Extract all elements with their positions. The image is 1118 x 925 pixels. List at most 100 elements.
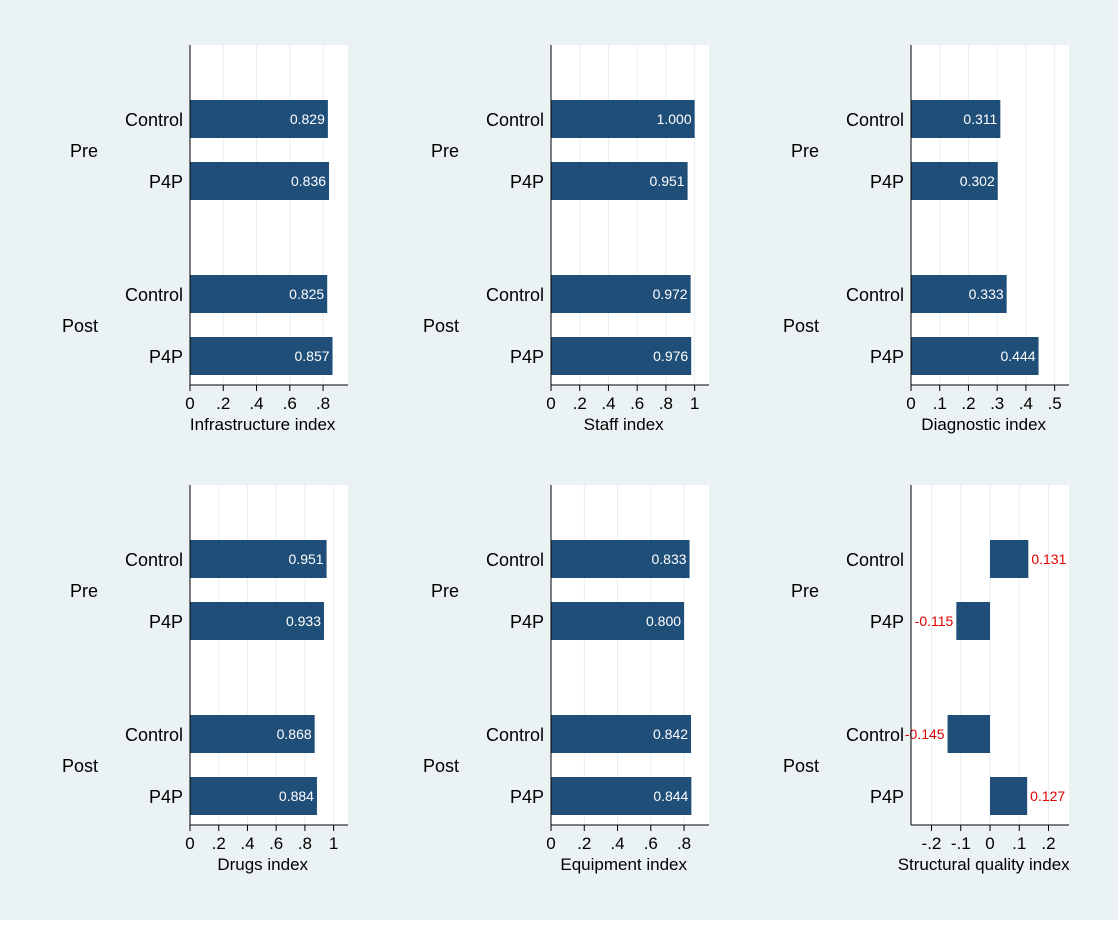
x-tick-label: .1 bbox=[1012, 834, 1026, 853]
data-label: 0.951 bbox=[289, 551, 324, 567]
data-label: 0.825 bbox=[289, 286, 324, 302]
bar-pre-p4p bbox=[551, 602, 685, 640]
bar-pre-control bbox=[190, 540, 327, 578]
category-label: P4P bbox=[510, 612, 544, 632]
group-label: Post bbox=[62, 756, 98, 776]
plot-area bbox=[551, 45, 709, 385]
data-label: 0.844 bbox=[653, 788, 688, 804]
data-label: 0.836 bbox=[291, 173, 326, 189]
category-label: Control bbox=[486, 285, 544, 305]
x-tick-label: .2 bbox=[212, 834, 226, 853]
x-axis-title: Drugs index bbox=[217, 855, 308, 874]
bar-pre-p4p bbox=[956, 602, 990, 640]
group-label: Post bbox=[62, 316, 98, 336]
category-label: P4P bbox=[149, 172, 183, 192]
x-tick-label: 1 bbox=[690, 394, 699, 413]
category-label: Control bbox=[486, 110, 544, 130]
x-tick-label: .6 bbox=[644, 834, 658, 853]
data-label: 0.951 bbox=[650, 173, 685, 189]
x-tick-label: .6 bbox=[630, 394, 644, 413]
x-axis-title: Infrastructure index bbox=[190, 415, 336, 434]
bar-post-p4p bbox=[551, 777, 692, 815]
category-label: Control bbox=[125, 550, 183, 570]
bar-post-p4p bbox=[551, 337, 692, 375]
category-label: Control bbox=[125, 725, 183, 745]
x-tick-label: .4 bbox=[601, 394, 615, 413]
x-tick-label: .2 bbox=[577, 834, 591, 853]
x-axis-title: Structural quality index bbox=[898, 855, 1070, 874]
data-label: 0.131 bbox=[1031, 551, 1066, 567]
group-label: Pre bbox=[431, 141, 459, 161]
x-tick-label: .4 bbox=[610, 834, 624, 853]
x-tick-label: .8 bbox=[659, 394, 673, 413]
data-label: -0.115 bbox=[915, 613, 954, 629]
category-label: P4P bbox=[870, 172, 904, 192]
category-label: Control bbox=[846, 285, 904, 305]
data-label: 1.000 bbox=[657, 111, 692, 127]
bar-post-control bbox=[190, 715, 315, 753]
category-label: P4P bbox=[510, 172, 544, 192]
group-label: Post bbox=[423, 316, 459, 336]
data-label: 0.127 bbox=[1030, 788, 1065, 804]
plot-area bbox=[911, 45, 1069, 385]
category-label: P4P bbox=[510, 787, 544, 807]
bar-post-control bbox=[947, 715, 990, 753]
x-tick-label: .4 bbox=[1019, 394, 1033, 413]
category-label: Control bbox=[846, 550, 904, 570]
category-label: Control bbox=[125, 110, 183, 130]
bar-pre-p4p bbox=[190, 162, 330, 200]
bar-post-control bbox=[190, 275, 328, 313]
bar-pre-p4p bbox=[190, 602, 325, 640]
x-tick-label: .2 bbox=[1041, 834, 1055, 853]
x-tick-label: -.1 bbox=[951, 834, 971, 853]
data-label: 0.302 bbox=[960, 173, 995, 189]
plot-area bbox=[551, 485, 709, 825]
category-label: Control bbox=[486, 550, 544, 570]
x-tick-label: 0 bbox=[906, 394, 915, 413]
data-label: 0.972 bbox=[653, 286, 688, 302]
x-tick-label: .5 bbox=[1048, 394, 1062, 413]
data-label: 0.842 bbox=[653, 726, 688, 742]
bar-pre-control bbox=[551, 540, 690, 578]
data-label: 0.800 bbox=[646, 613, 681, 629]
x-tick-label: .4 bbox=[240, 834, 254, 853]
data-label: 0.333 bbox=[969, 286, 1004, 302]
data-label: 0.833 bbox=[651, 551, 686, 567]
x-tick-label: .8 bbox=[298, 834, 312, 853]
category-label: Control bbox=[486, 725, 544, 745]
data-label: 0.444 bbox=[1001, 348, 1036, 364]
group-label: Pre bbox=[791, 581, 819, 601]
group-label: Pre bbox=[431, 581, 459, 601]
x-axis-title: Staff index bbox=[584, 415, 665, 434]
category-label: P4P bbox=[510, 347, 544, 367]
bar-pre-control bbox=[911, 100, 1001, 138]
x-tick-label: -.2 bbox=[922, 834, 942, 853]
x-axis-title: Diagnostic index bbox=[921, 415, 1046, 434]
data-label: 0.933 bbox=[286, 613, 321, 629]
category-label: P4P bbox=[149, 787, 183, 807]
group-label: Pre bbox=[70, 581, 98, 601]
x-tick-label: 0 bbox=[546, 834, 555, 853]
category-label: Control bbox=[125, 285, 183, 305]
data-label: 0.868 bbox=[277, 726, 312, 742]
x-tick-label: .2 bbox=[961, 394, 975, 413]
x-tick-label: .6 bbox=[269, 834, 283, 853]
bar-post-control bbox=[551, 275, 691, 313]
x-tick-label: 0 bbox=[185, 834, 194, 853]
bar-post-p4p bbox=[990, 777, 1028, 815]
x-tick-label: .3 bbox=[990, 394, 1004, 413]
category-label: Control bbox=[846, 725, 904, 745]
x-tick-label: .1 bbox=[933, 394, 947, 413]
bar-post-control bbox=[911, 275, 1007, 313]
x-tick-label: .8 bbox=[677, 834, 691, 853]
bar-post-p4p bbox=[190, 337, 333, 375]
category-label: P4P bbox=[870, 612, 904, 632]
category-label: P4P bbox=[870, 787, 904, 807]
x-tick-label: .4 bbox=[249, 394, 263, 413]
plot-area bbox=[190, 45, 348, 385]
group-label: Post bbox=[783, 316, 819, 336]
bar-pre-control bbox=[990, 540, 1029, 578]
group-label: Post bbox=[423, 756, 459, 776]
